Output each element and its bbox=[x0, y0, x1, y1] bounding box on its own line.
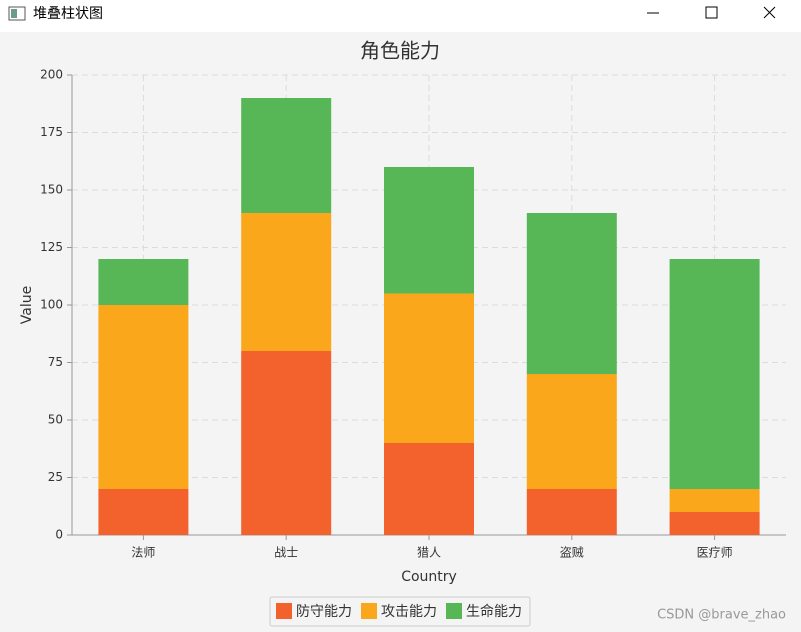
bar-segment bbox=[669, 259, 760, 489]
y-tick-label: 200 bbox=[40, 68, 63, 82]
x-tick-label: 盗贼 bbox=[560, 545, 584, 560]
y-tick-label: 100 bbox=[40, 298, 63, 312]
legend-label: 防守能力 bbox=[296, 604, 352, 620]
y-tick-label: 150 bbox=[40, 183, 63, 197]
legend-label: 生命能力 bbox=[466, 603, 522, 620]
x-tick-label: 战士 bbox=[274, 546, 298, 560]
x-tick-label: 法师 bbox=[131, 546, 155, 560]
app-icon-part bbox=[11, 9, 17, 18]
bar-segment bbox=[241, 98, 332, 213]
x-tick-label: 猎人 bbox=[417, 546, 441, 560]
bar-segment bbox=[241, 351, 332, 535]
bar-segment bbox=[669, 512, 760, 535]
y-tick-label: 125 bbox=[40, 240, 63, 254]
legend-swatch bbox=[361, 603, 377, 619]
y-tick-label: 0 bbox=[55, 528, 63, 542]
bar-segment bbox=[526, 374, 617, 489]
y-axis-label: Value bbox=[19, 286, 35, 324]
bar-segment bbox=[241, 213, 332, 351]
bar-segment bbox=[98, 305, 189, 489]
legend-swatch bbox=[446, 603, 462, 619]
bar-segment bbox=[669, 489, 760, 512]
x-tick-label: 医疗师 bbox=[697, 546, 733, 560]
y-tick-label: 25 bbox=[48, 470, 63, 484]
legend-swatch bbox=[276, 603, 292, 619]
bar-segment bbox=[98, 259, 189, 305]
y-tick-label: 75 bbox=[48, 355, 63, 369]
window-title: 堆叠柱状图 bbox=[33, 6, 103, 22]
legend: 防守能力 攻击能力 生命能力 bbox=[269, 596, 531, 627]
bar-segment bbox=[384, 167, 474, 294]
bar-segment bbox=[384, 293, 474, 443]
bar-segment bbox=[384, 443, 474, 535]
y-tick-label: 50 bbox=[48, 413, 63, 427]
watermark: CSDN @brave_zhao bbox=[657, 608, 786, 623]
bar-segment bbox=[98, 489, 189, 535]
legend-label: 攻击能力 bbox=[381, 604, 437, 620]
bar-segment bbox=[526, 489, 617, 535]
y-tick-label: 175 bbox=[40, 125, 63, 139]
bar-segment bbox=[526, 213, 617, 374]
x-axis-label: Country bbox=[401, 569, 457, 585]
close-button[interactable] bbox=[763, 6, 776, 19]
chart-title: 角色能力 bbox=[360, 39, 440, 63]
maximize-button[interactable] bbox=[705, 6, 718, 19]
legend-box bbox=[269, 596, 531, 627]
title-bar bbox=[0, 0, 801, 32]
app-icon bbox=[8, 6, 26, 21]
